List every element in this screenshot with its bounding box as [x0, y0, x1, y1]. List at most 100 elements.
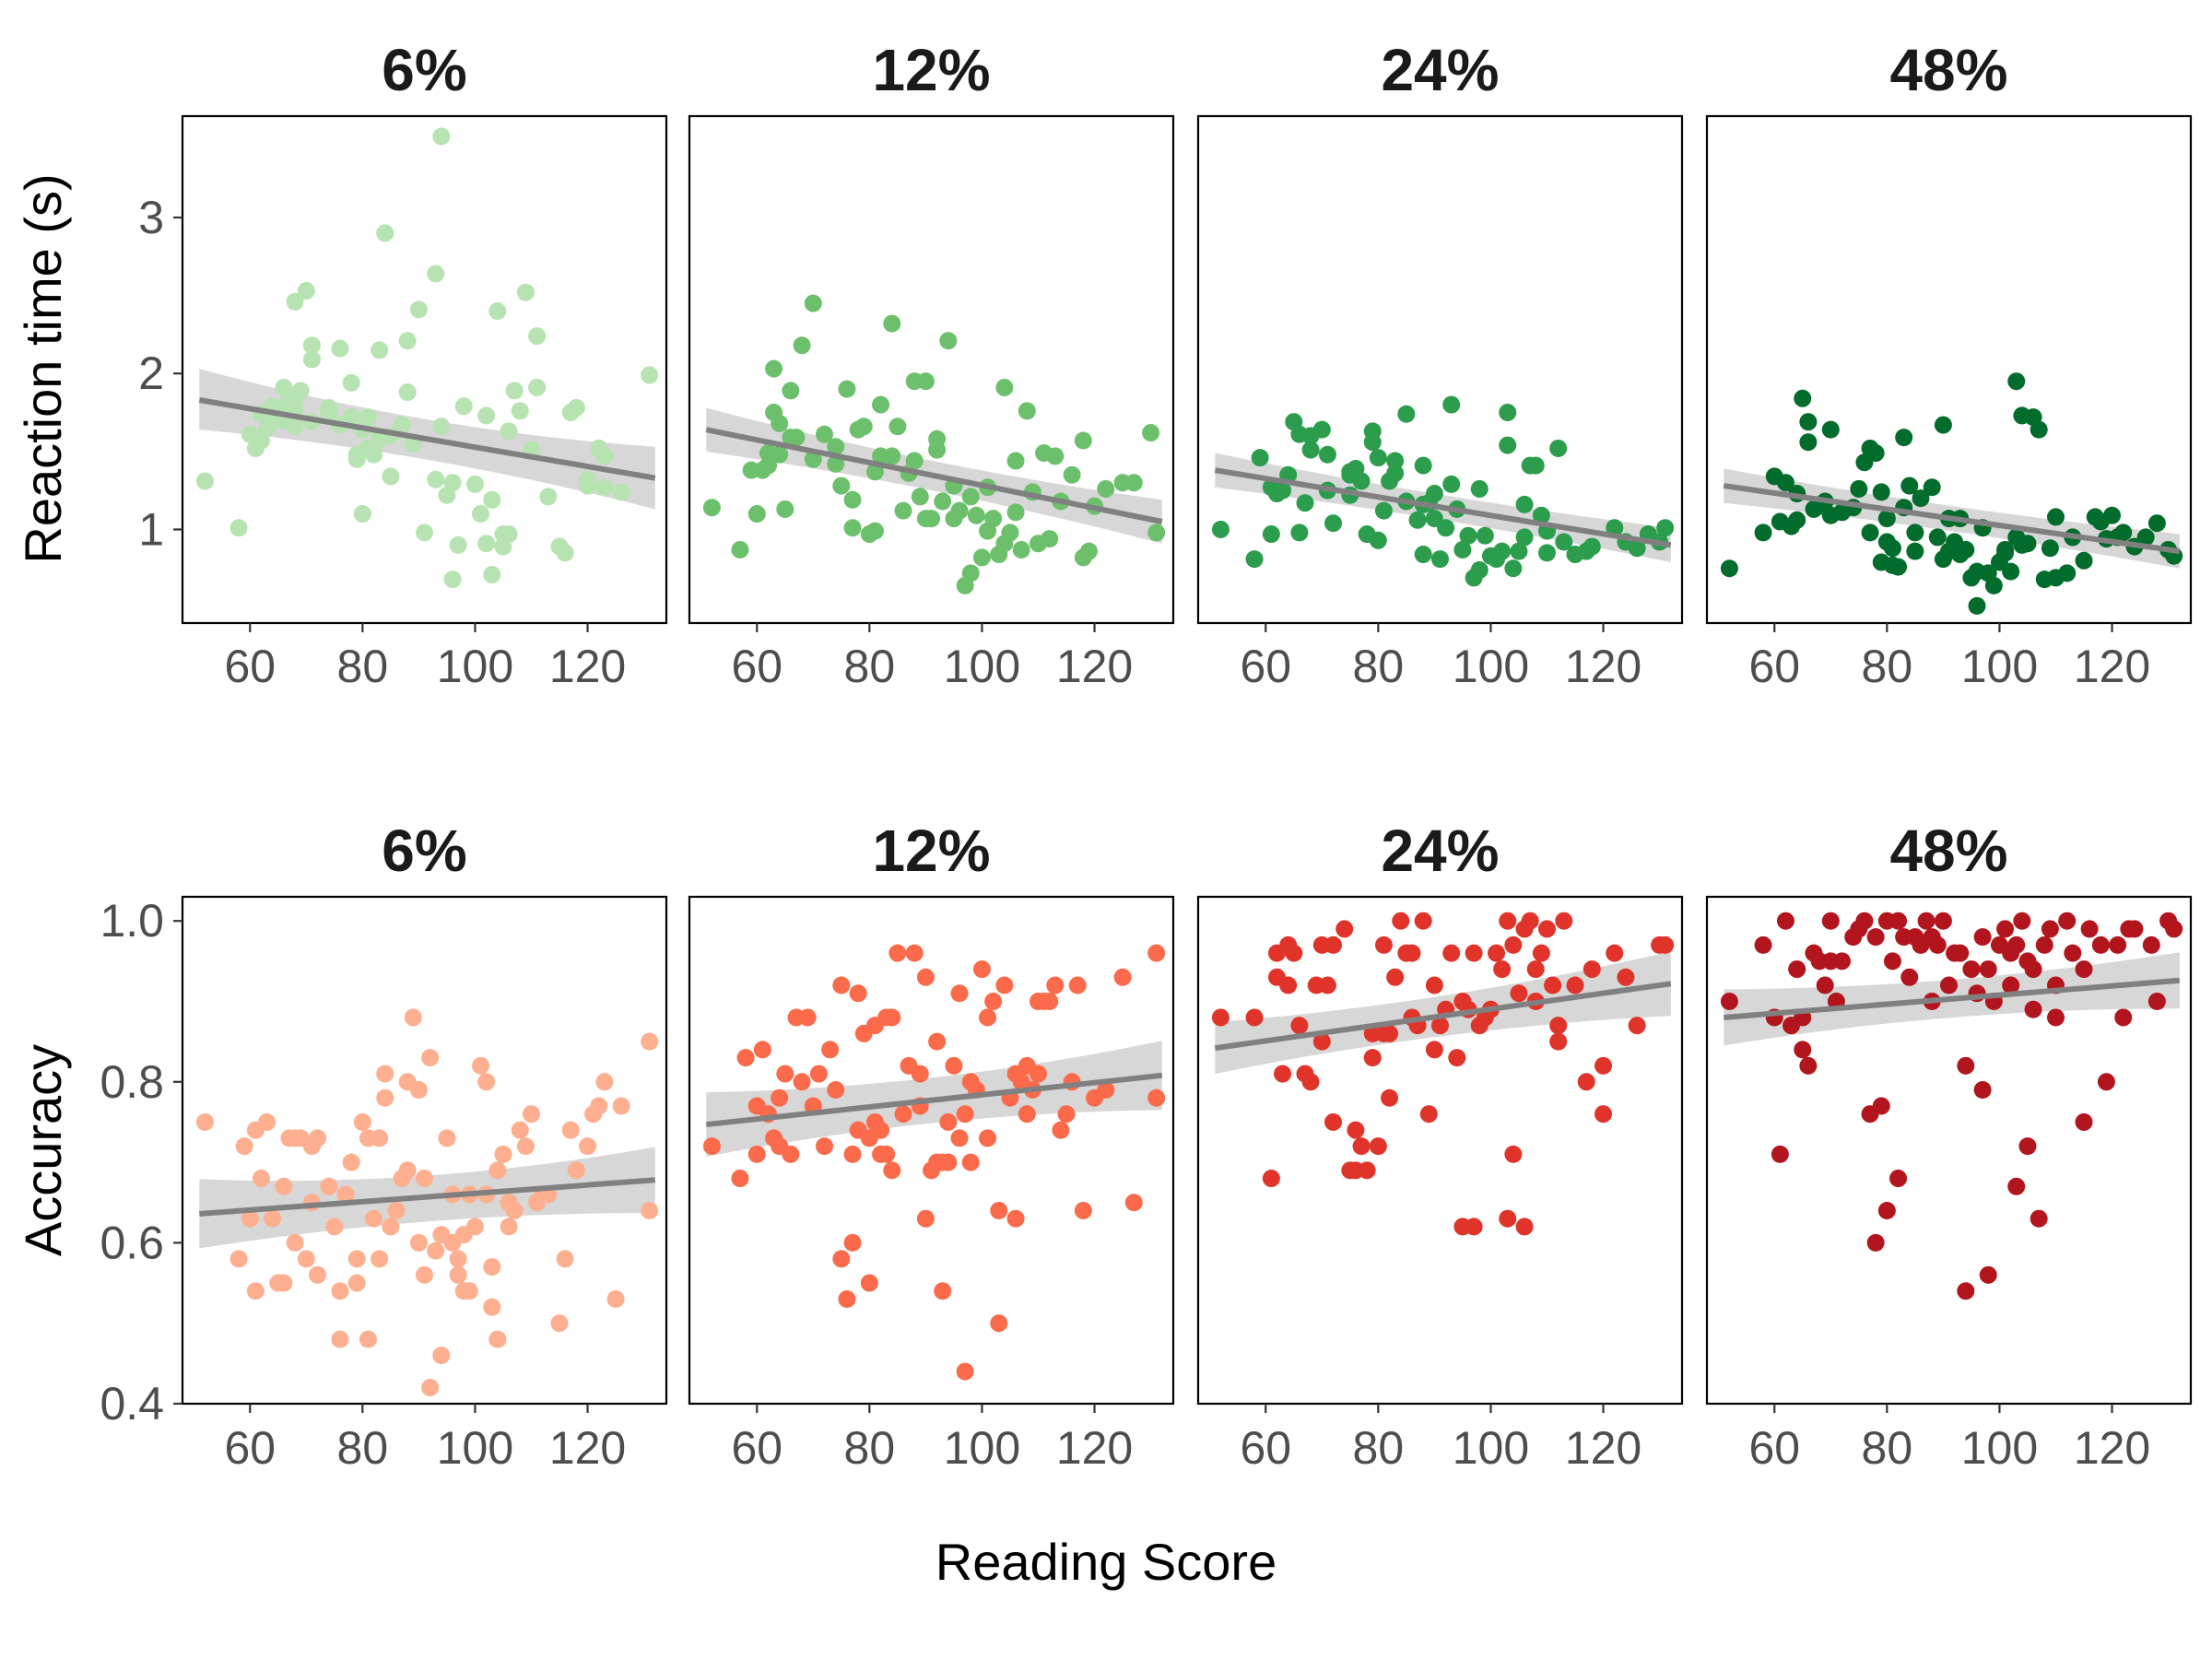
data-point [1476, 526, 1494, 545]
data-point [1900, 477, 1919, 495]
data-point [331, 1282, 349, 1300]
data-point [2075, 960, 2093, 979]
data-point [1555, 533, 1573, 551]
data-point [1324, 1112, 1343, 1131]
data-point [1928, 528, 1947, 547]
data-point [1414, 546, 1432, 564]
data-point [1537, 920, 1556, 938]
data-point [465, 1218, 484, 1236]
data-point [264, 1209, 282, 1228]
data-point [1442, 395, 1461, 414]
trend-line [199, 1177, 656, 1217]
data-point [809, 1065, 828, 1083]
panel-bottom-3: 24% 60 80 100 120 [1196, 818, 1684, 1474]
data-point [342, 408, 360, 427]
data-point [371, 341, 389, 359]
data-point [1431, 1017, 1449, 1035]
facet-title: 6% [382, 37, 467, 103]
data-point [1363, 1049, 1382, 1067]
data-point [1877, 1201, 1896, 1219]
data-point [843, 490, 862, 509]
data-point [421, 1049, 440, 1067]
data-point [934, 1282, 952, 1300]
data-point [1895, 429, 1913, 447]
data-point [500, 422, 518, 441]
data-point [1419, 1105, 1438, 1124]
data-point [371, 1129, 389, 1147]
panel-plot-area [1211, 395, 1675, 587]
panel-frame [1705, 114, 2193, 625]
x-tick-label: 120 [1565, 641, 1641, 692]
data-point [1074, 1201, 1092, 1219]
data-point [872, 395, 890, 414]
y-tick-label: 0.4 [100, 1378, 164, 1430]
data-point [1352, 1137, 1371, 1156]
data-point [612, 483, 630, 501]
data-point [579, 477, 597, 495]
data-point [2002, 562, 2020, 581]
data-point [2018, 535, 2037, 553]
data-point [432, 1347, 451, 1365]
data-point [579, 1137, 597, 1156]
panel-bottom-2: 12% 60 80 100 120 [688, 818, 1175, 1474]
x-tick-label: 120 [2074, 641, 2150, 692]
data-point [883, 314, 901, 333]
data-point [1324, 514, 1343, 533]
data-point [1510, 542, 1528, 560]
data-point [905, 944, 924, 962]
data-point [1510, 984, 1528, 1003]
data-point [832, 477, 851, 495]
data-point [2007, 935, 2026, 954]
data-point [787, 429, 806, 447]
data-point [528, 327, 547, 346]
data-point [325, 1218, 344, 1236]
data-point [595, 1073, 614, 1091]
data-point [2075, 1112, 2093, 1131]
data-point [432, 418, 451, 436]
y-axis-title-reaction-time: Reaction time (s) [14, 173, 72, 563]
data-point [1906, 542, 1924, 560]
data-point [516, 1137, 535, 1156]
data-point [1850, 479, 1868, 498]
data-point [865, 522, 884, 540]
data-point [1414, 456, 1432, 475]
data-point [816, 425, 834, 443]
data-point [776, 1065, 794, 1083]
data-point [2114, 1008, 2133, 1027]
data-point [731, 1170, 749, 1188]
data-point [731, 540, 749, 559]
data-point [404, 1008, 422, 1027]
data-point [612, 1097, 630, 1115]
x-tick-label: 120 [1056, 1422, 1133, 1474]
data-point [1628, 539, 1646, 558]
data-point [2103, 506, 2122, 524]
data-point [1374, 501, 1393, 520]
data-point [382, 467, 400, 486]
data-point [454, 397, 473, 416]
data-point [1957, 540, 1975, 559]
data-point [1381, 1024, 1399, 1042]
data-point [1352, 472, 1371, 490]
data-point [1720, 559, 1738, 578]
data-point [376, 224, 394, 242]
data-point [1274, 1065, 1292, 1083]
data-point [1147, 944, 1166, 962]
x-tick-label: 120 [549, 1422, 626, 1474]
x-tick-label: 100 [437, 1422, 513, 1474]
data-point [1296, 494, 1314, 512]
data-point [1973, 1081, 1992, 1100]
data-point [1386, 465, 1405, 483]
y-tick-label: 1.0 [100, 895, 164, 947]
data-point [1872, 1097, 1890, 1115]
data-point [347, 450, 366, 468]
data-point [1392, 912, 1410, 930]
data-point [438, 1129, 456, 1147]
data-point [1211, 520, 1230, 538]
data-point [1068, 976, 1087, 994]
data-point [465, 475, 484, 493]
data-point [505, 382, 524, 400]
data-point [2142, 935, 2160, 954]
data-point [1984, 576, 2003, 594]
data-point [1381, 1088, 1399, 1107]
data-point [1442, 475, 1461, 493]
